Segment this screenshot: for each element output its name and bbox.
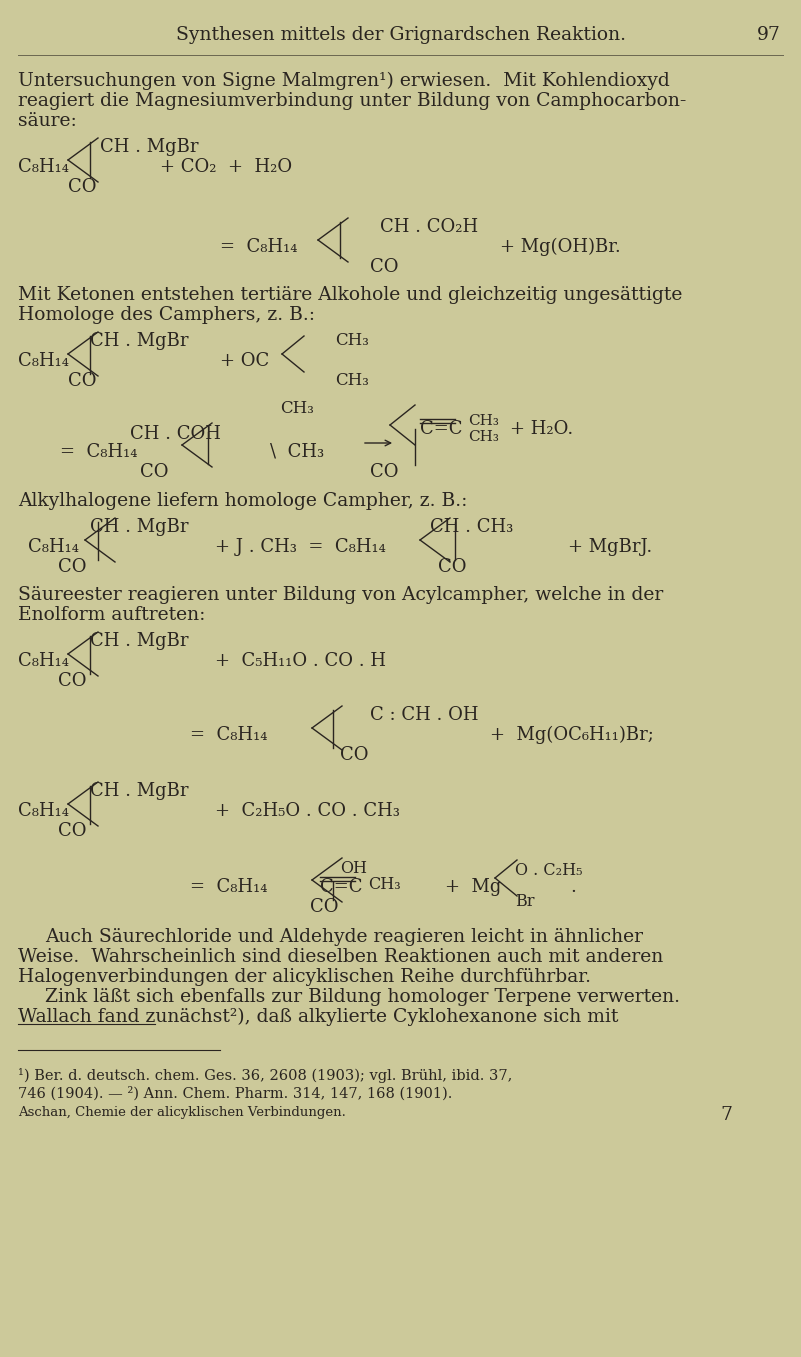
Text: CO: CO [140,463,168,480]
Text: ¹) Ber. d. deutsch. chem. Ges. 36, 2608 (1903); vgl. Brühl, ibid. 37,: ¹) Ber. d. deutsch. chem. Ges. 36, 2608 … [18,1068,513,1083]
Text: CO: CO [370,463,399,480]
Text: +  C₂H₅O . CO . CH₃: + C₂H₅O . CO . CH₃ [215,802,400,820]
Text: CH₃: CH₃ [468,430,499,444]
Text: säure:: säure: [18,113,77,130]
Text: =  C₈H₁₄: = C₈H₁₄ [190,726,268,744]
Text: CH₃: CH₃ [335,372,369,389]
Text: CO: CO [68,372,96,389]
Text: Säureester reagieren unter Bildung von Acylcampher, welche in der: Säureester reagieren unter Bildung von A… [18,586,663,604]
Text: Aschan, Chemie der alicyklischen Verbindungen.: Aschan, Chemie der alicyklischen Verbind… [18,1106,346,1120]
Text: + Mg(OH)Br.: + Mg(OH)Br. [500,237,621,256]
Text: Auch Säurechloride und Aldehyde reagieren leicht in ähnlicher: Auch Säurechloride und Aldehyde reagiere… [45,928,643,946]
Text: \  CH₃: \ CH₃ [270,442,324,461]
Text: 7: 7 [720,1106,732,1124]
Text: CH₃: CH₃ [335,332,369,349]
Text: 97: 97 [757,26,781,43]
Text: C₈H₁₄: C₈H₁₄ [18,651,69,670]
Text: +  C₅H₁₁O . CO . H: + C₅H₁₁O . CO . H [215,651,386,670]
Text: reagiert die Magnesiumverbindung unter Bildung von Camphocarbon-: reagiert die Magnesiumverbindung unter B… [18,92,686,110]
Text: Weise.  Wahrscheinlich sind dieselben Reaktionen auch mit anderen: Weise. Wahrscheinlich sind dieselben Rea… [18,949,663,966]
Text: Homologe des Camphers, z. B.:: Homologe des Camphers, z. B.: [18,305,315,324]
Text: CO: CO [58,672,87,689]
Text: CO: CO [438,558,466,575]
Text: =  C₈H₁₄: = C₈H₁₄ [190,878,268,896]
Text: Alkylhalogene liefern homologe Campher, z. B.:: Alkylhalogene liefern homologe Campher, … [18,493,467,510]
Text: C : CH . OH: C : CH . OH [370,706,478,725]
Text: Wallach fand zunächst²), daß alkylierte Cyklohexanone sich mit: Wallach fand zunächst²), daß alkylierte … [18,1008,618,1026]
Text: + CO₂  +  H₂O: + CO₂ + H₂O [160,157,292,176]
Text: CH₃: CH₃ [280,400,314,417]
Text: Br: Br [515,893,534,911]
Text: CH . CO₂H: CH . CO₂H [380,218,478,236]
Text: C₈H₁₄: C₈H₁₄ [18,351,69,370]
Text: CH . CH₃: CH . CH₃ [430,518,513,536]
Text: Zink läßt sich ebenfalls zur Bildung homologer Terpene verwerten.: Zink läßt sich ebenfalls zur Bildung hom… [45,988,680,1006]
Text: CO: CO [58,558,87,575]
Text: Enolform auftreten:: Enolform auftreten: [18,607,205,624]
Text: C₈H₁₄: C₈H₁₄ [18,802,69,820]
Text: + MgBrJ.: + MgBrJ. [568,537,652,556]
Text: C₈H₁₄: C₈H₁₄ [28,537,79,556]
Text: CO: CO [340,746,368,764]
Text: Halogenverbindungen der alicyklischen Reihe durchführbar.: Halogenverbindungen der alicyklischen Re… [18,968,591,987]
Text: Mit Ketonen entstehen tertiäre Alkohole und gleichzeitig ungesättigte: Mit Ketonen entstehen tertiäre Alkohole … [18,286,682,304]
Text: 746 (1904). — ²) Ann. Chem. Pharm. 314, 147, 168 (1901).: 746 (1904). — ²) Ann. Chem. Pharm. 314, … [18,1086,453,1101]
Text: Untersuchungen von Signe Malmgren¹) erwiesen.  Mit Kohlendioxyd: Untersuchungen von Signe Malmgren¹) erwi… [18,72,670,91]
Text: +  Mg(OC₆H₁₁)Br;: + Mg(OC₆H₁₁)Br; [490,726,654,744]
Text: OH: OH [340,860,367,877]
Text: CO: CO [370,258,399,275]
Text: CO: CO [310,898,339,916]
Text: +  Mg: + Mg [445,878,501,896]
Text: CH . MgBr: CH . MgBr [90,518,188,536]
Text: + H₂O.: + H₂O. [510,421,574,438]
Text: CH₃: CH₃ [468,414,499,427]
Text: C=C: C=C [320,878,363,896]
Text: C=C: C=C [420,421,462,438]
Text: CH . MgBr: CH . MgBr [90,632,188,650]
Text: + OC: + OC [220,351,269,370]
Text: =  C₈H₁₄: = C₈H₁₄ [60,442,138,461]
Text: CH . MgBr: CH . MgBr [100,138,199,156]
Text: CH . MgBr: CH . MgBr [90,332,188,350]
Text: CH . COH: CH . COH [130,425,221,442]
Text: Synthesen mittels der Grignardschen Reaktion.: Synthesen mittels der Grignardschen Reak… [175,26,626,43]
Text: =  C₈H₁₄: = C₈H₁₄ [220,237,297,256]
Text: CO: CO [58,822,87,840]
Text: CH . MgBr: CH . MgBr [90,782,188,801]
Text: O . C₂H₅: O . C₂H₅ [515,862,582,879]
Text: + J . CH₃  =  C₈H₁₄: + J . CH₃ = C₈H₁₄ [215,537,386,556]
Text: CH₃: CH₃ [368,877,400,893]
Text: CO: CO [68,178,96,195]
Text: C₈H₁₄: C₈H₁₄ [18,157,69,176]
Text: .: . [570,878,576,896]
